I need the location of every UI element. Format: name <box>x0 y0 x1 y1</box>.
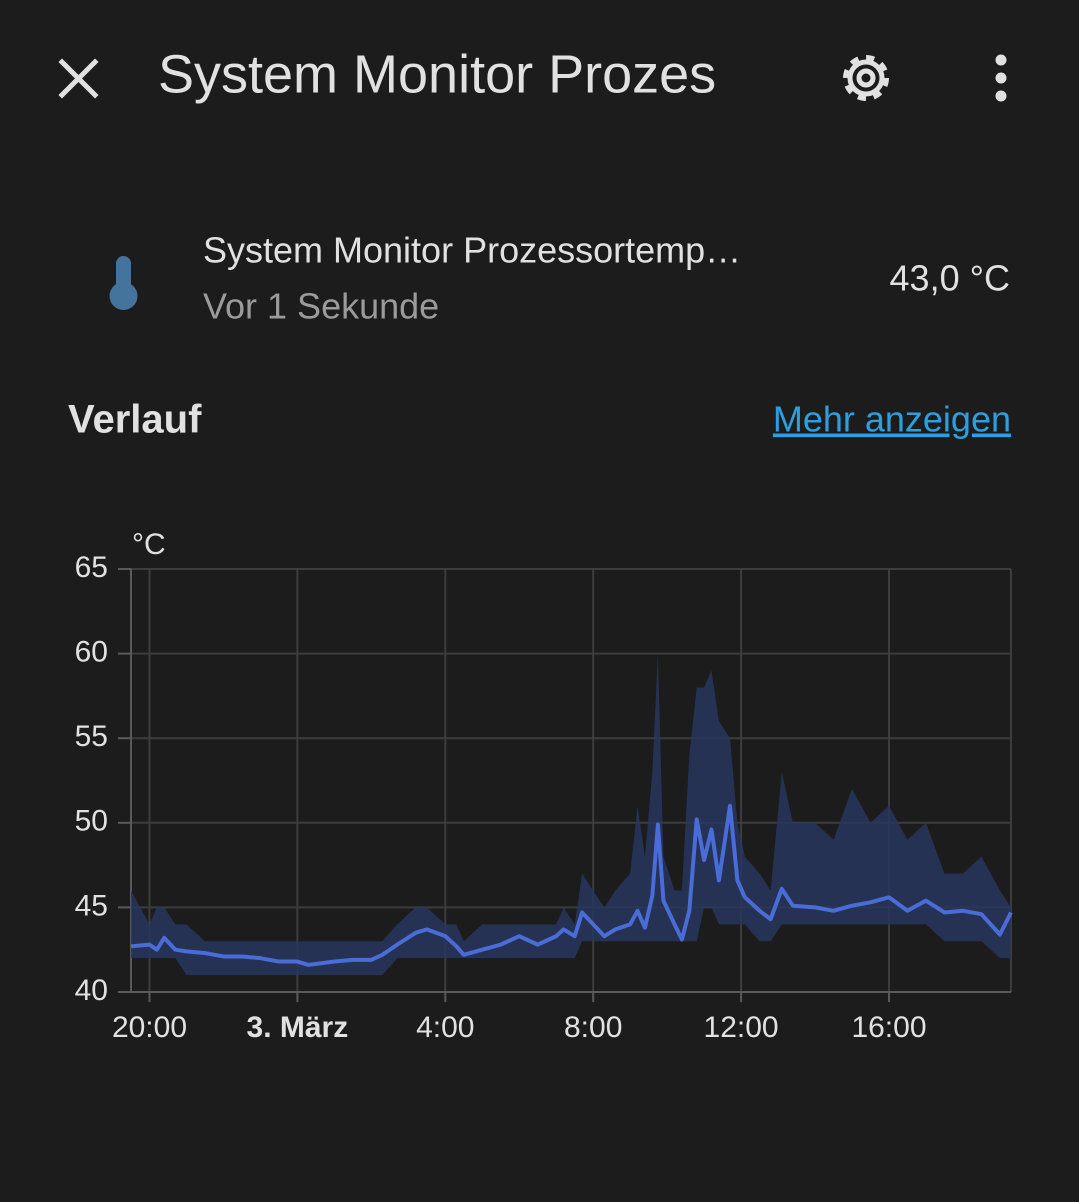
x-tick-label: 3. März <box>247 1011 349 1044</box>
thermometer-icon <box>109 256 138 310</box>
dialog-title: System Monitor Prozes <box>158 44 716 104</box>
more-link[interactable]: Mehr anzeigen <box>773 399 1011 440</box>
x-tick-label: 20:00 <box>112 1011 187 1044</box>
x-tick-label: 8:00 <box>564 1011 622 1044</box>
close-button[interactable] <box>58 58 99 99</box>
section-title: Verlauf <box>68 398 202 442</box>
x-tick-label: 16:00 <box>851 1011 926 1044</box>
y-tick-label: 55 <box>75 720 108 753</box>
y-tick-label: 40 <box>75 974 108 1007</box>
entity-time: Vor 1 Sekunde <box>203 286 439 327</box>
entity-state: 43,0 °C <box>890 258 1010 299</box>
y-axis-unit: °C <box>132 528 166 561</box>
data-line <box>130 803 1013 967</box>
settings-button[interactable] <box>843 55 889 101</box>
y-tick-label: 45 <box>75 889 108 922</box>
menu-button[interactable] <box>995 54 1007 102</box>
x-tick-label: 12:00 <box>704 1011 779 1044</box>
y-tick-label: 50 <box>75 805 108 838</box>
range-band <box>131 653 1011 976</box>
x-tick-label: 4:00 <box>416 1011 474 1044</box>
entity-name: System Monitor Prozessortemp… <box>203 230 741 271</box>
chart: 40 45 50 55 60 65 20:00 3. März 4:00 8:00 12:00 16:… <box>75 551 1013 1044</box>
y-tick-label: 65 <box>75 551 108 584</box>
y-tick-label: 60 <box>75 636 108 669</box>
